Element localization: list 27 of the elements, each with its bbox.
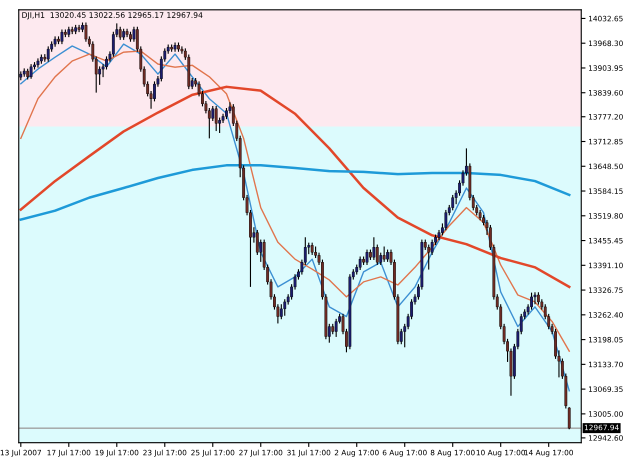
candlestick <box>177 42 180 52</box>
candlestick <box>129 31 132 42</box>
candlestick <box>310 242 314 256</box>
candlestick <box>214 105 218 132</box>
candlestick <box>331 323 334 335</box>
candlestick <box>46 46 50 62</box>
candlestick <box>30 64 32 80</box>
candlestick <box>40 54 43 64</box>
candlestick <box>366 249 368 266</box>
candlestick <box>118 26 122 40</box>
candlestick <box>369 249 372 261</box>
candlestick <box>174 42 176 52</box>
candlestick <box>60 28 64 45</box>
line-series <box>20 164 571 221</box>
candlestick <box>26 68 30 80</box>
line-series <box>20 86 571 288</box>
candlestick <box>386 249 389 262</box>
candlestick <box>382 246 386 262</box>
candlestick <box>536 292 540 306</box>
candlestick <box>334 318 338 338</box>
candlestick <box>74 24 78 35</box>
candlestick <box>67 26 70 38</box>
candlestick <box>372 236 376 261</box>
candlestick <box>122 28 126 40</box>
candlestick <box>36 58 40 68</box>
candlestick <box>530 292 533 310</box>
candlestick <box>358 256 362 271</box>
